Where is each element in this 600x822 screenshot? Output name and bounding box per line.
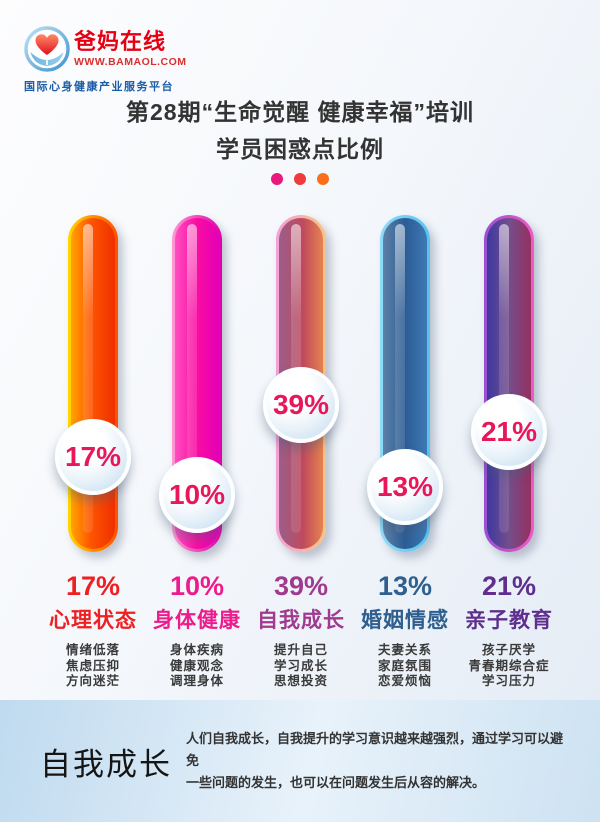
bar-parenting-fill: [487, 218, 531, 549]
stat-item: 家庭氛围: [377, 658, 432, 673]
stat-item: 青春期综合症: [468, 658, 550, 673]
stat-item: 调理身体: [169, 674, 224, 688]
stat-category: 自我成长: [257, 609, 345, 632]
footer-highlight-band: 自我成长 人们自我成长，自我提升的学习意识越来越强烈，通过学习可以避免 一些问题…: [0, 700, 600, 822]
dot-red: [294, 173, 306, 185]
bar-psychology-fill: [71, 218, 115, 549]
badge-growth: 39%: [263, 367, 339, 443]
bar-psychology: [68, 215, 118, 552]
stat-items: 身体疾病 健康观念 调理身体: [145, 643, 249, 690]
bar-shine: [395, 224, 405, 533]
stat-percent: 39%: [273, 571, 329, 601]
stat-item: 身体疾病: [169, 643, 224, 657]
dot-pink: [271, 173, 283, 185]
logo-row: 爸妈在线 WWW.BAMAOL.COM: [24, 26, 194, 72]
stat-percent: 17%: [65, 571, 121, 601]
footer-description-line1: 人们自我成长，自我提升的学习意识越来越强烈，通过学习可以避免: [186, 731, 564, 768]
bar-parenting: [484, 215, 534, 552]
footer-description-line2: 一些问题的发生，也可以在问题发生后从容的解决。: [186, 775, 486, 790]
badge-parenting: 21%: [471, 394, 547, 470]
stat-psychology: 17% 心理状态 情绪低落 焦虑压抑 方向迷茫: [41, 570, 145, 690]
stat-item: 情绪低落: [65, 643, 120, 657]
stat-item: 恋爱烦恼: [377, 674, 432, 688]
stat-health: 10% 身体健康 身体疾病 健康观念 调理身体: [145, 570, 249, 690]
stat-category: 亲子教育: [465, 609, 553, 632]
stat-category: 身体健康: [153, 609, 241, 632]
brand-logo: 爸妈在线 WWW.BAMAOL.COM 国际心身健康产业服务平台: [24, 26, 194, 94]
stat-item: 夫妻关系: [377, 643, 432, 657]
stat-item: 健康观念: [169, 658, 224, 673]
bar-shine: [187, 224, 197, 533]
stat-item: 焦虑压抑: [65, 658, 120, 673]
dot-orange: [317, 173, 329, 185]
stat-percent: 21%: [481, 571, 537, 601]
logo-text-block: 爸妈在线 WWW.BAMAOL.COM: [74, 29, 187, 69]
stat-item: 孩子厌学: [481, 643, 536, 657]
stat-item: 学习成长: [273, 658, 328, 673]
brand-name: 爸妈在线: [74, 29, 167, 54]
badge-marriage: 13%: [367, 449, 443, 525]
stat-item: 思想投资: [273, 674, 328, 688]
stat-category: 心理状态: [49, 609, 137, 632]
stat-items: 情绪低落 焦虑压抑 方向迷茫: [41, 643, 145, 690]
stat-item: 方向迷茫: [65, 674, 120, 688]
stat-parenting: 21% 亲子教育 孩子厌学 青春期综合症 学习压力: [457, 570, 561, 690]
stat-item: 学习压力: [481, 674, 536, 688]
stat-growth: 39% 自我成长 提升自己 学习成长 思想投资: [249, 570, 353, 690]
stat-items: 孩子厌学 青春期综合症 学习压力: [457, 643, 561, 690]
heart-hands-icon: [24, 26, 70, 72]
bar-shine: [83, 224, 93, 533]
page-title-line1: 第28期“生命觉醒 健康幸福”培训: [126, 99, 474, 125]
footer-heading: 自我成长: [40, 746, 172, 782]
page-title-line2: 学员困惑点比例: [216, 136, 384, 162]
stat-marriage: 13% 婚姻情感 夫妻关系 家庭氛围 恋爱烦恼: [353, 570, 457, 690]
badge-health: 10%: [159, 457, 235, 533]
page-title: 第28期“生命觉醒 健康幸福”培训 学员困惑点比例: [0, 94, 600, 168]
stat-items: 夫妻关系 家庭氛围 恋爱烦恼: [353, 643, 457, 690]
stat-percent: 10%: [169, 571, 225, 601]
stat-percent: 13%: [377, 571, 433, 601]
footer-description: 人们自我成长，自我提升的学习意识越来越强烈，通过学习可以避免 一些问题的发生，也…: [186, 728, 570, 794]
category-stats-row: 17% 心理状态 情绪低落 焦虑压抑 方向迷茫 10% 身体健康 身体疾病 健康…: [41, 570, 561, 690]
bar-shine: [499, 224, 509, 533]
brand-website: WWW.BAMAOL.COM: [74, 56, 187, 68]
badge-psychology: 17%: [55, 419, 131, 495]
stat-category: 婚姻情感: [361, 609, 449, 632]
stat-items: 提升自己 学习成长 思想投资: [249, 643, 353, 690]
brand-tagline: 国际心身健康产业服务平台: [24, 81, 174, 93]
title-divider-dots: [0, 173, 600, 185]
stat-item: 提升自己: [273, 643, 328, 657]
